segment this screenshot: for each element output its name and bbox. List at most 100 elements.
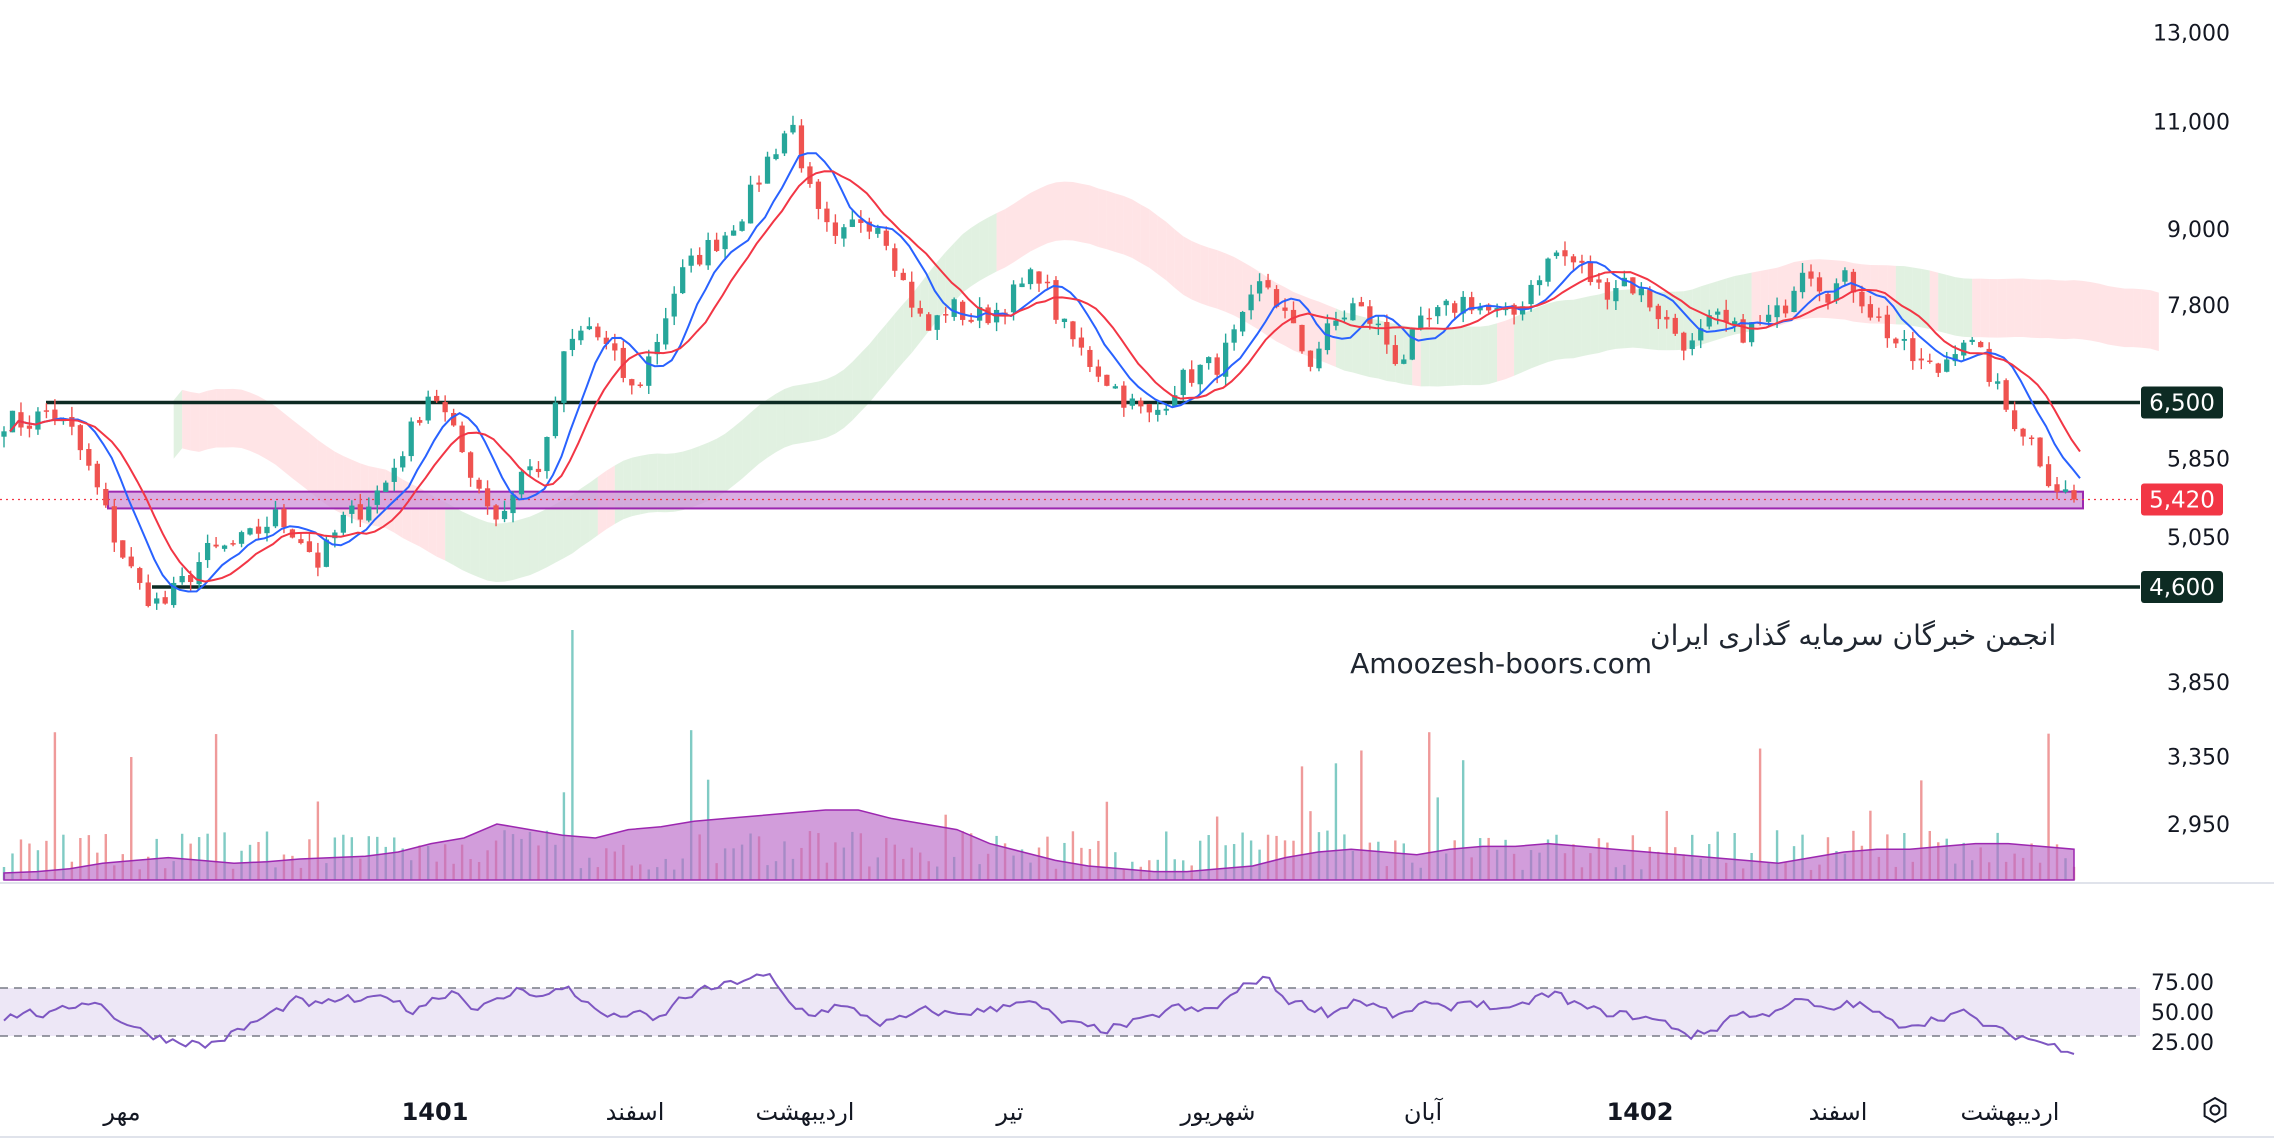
cloud-segment xyxy=(750,405,760,472)
candle-body xyxy=(383,482,389,492)
cloud-segment xyxy=(283,413,293,479)
level-price-badge xyxy=(2141,386,2223,419)
cloud-segment xyxy=(1904,266,1913,326)
candle-body xyxy=(1307,350,1314,367)
cloud-segment xyxy=(1005,203,1014,268)
candle-body xyxy=(255,526,262,534)
candle-body xyxy=(1969,339,1975,342)
time-tick-label: اردیبهشت xyxy=(1961,1098,2060,1126)
cloud-segment xyxy=(1590,294,1599,355)
candle-body xyxy=(756,182,762,185)
candle-body xyxy=(1630,277,1636,294)
candle-body xyxy=(1689,340,1695,350)
cloud-segment xyxy=(801,383,810,444)
candle-body xyxy=(926,314,932,331)
volume-bar xyxy=(36,850,40,880)
candle-body xyxy=(1621,277,1627,287)
volume-bar xyxy=(1105,801,1109,880)
candle-body xyxy=(976,307,983,321)
candle-body xyxy=(1112,386,1118,389)
cloud-segment xyxy=(937,252,946,321)
cloud-segment xyxy=(2014,278,2024,338)
cloud-segment xyxy=(436,498,446,561)
price-tick-label: 9,000 xyxy=(2167,218,2230,243)
cloud-segment xyxy=(487,522,497,583)
volume-bars xyxy=(2,630,2076,881)
cloud-segment xyxy=(1989,278,1998,338)
candle-body xyxy=(1698,328,1704,341)
candle-body xyxy=(281,508,287,528)
cloud-segment xyxy=(1013,198,1023,263)
candle-body xyxy=(849,219,855,227)
candle-body xyxy=(247,528,253,535)
candle-body xyxy=(1638,288,1644,296)
cloud-segment xyxy=(1208,247,1218,309)
cloud-segment xyxy=(945,243,955,311)
candle-body xyxy=(1825,294,1831,303)
cloud-segment xyxy=(462,511,471,574)
candle-body xyxy=(1163,408,1169,411)
cloud-segment xyxy=(1624,289,1633,349)
candle-body xyxy=(26,425,33,429)
cloud-segment xyxy=(852,352,861,421)
candle-body xyxy=(1850,271,1857,293)
candle-body xyxy=(1519,306,1526,315)
volume-bar xyxy=(1071,831,1075,880)
cloud-segment xyxy=(1615,289,1625,349)
candle-body xyxy=(1435,307,1441,317)
cloud-segment xyxy=(903,294,912,363)
candle-body xyxy=(1299,324,1305,352)
volume-ma-area xyxy=(3,809,2075,881)
candle-body xyxy=(934,315,940,330)
price-tick-label: 7,800 xyxy=(2167,294,2230,319)
cloud-segment xyxy=(233,388,242,449)
cloud-segment xyxy=(725,427,734,493)
candle-body xyxy=(298,539,304,544)
cloud-segment xyxy=(275,406,284,472)
volume-bar xyxy=(1241,832,1244,880)
volume-bar xyxy=(62,834,65,880)
candle-body xyxy=(510,494,516,514)
candle-body xyxy=(1027,269,1034,285)
candle-body xyxy=(1,431,7,437)
volume-bar xyxy=(79,837,82,880)
candle-body xyxy=(484,488,491,507)
candle-body xyxy=(1443,300,1449,306)
cloud-segment xyxy=(2116,287,2125,348)
cloud-segment xyxy=(1098,188,1107,250)
cloud-segment xyxy=(1548,301,1557,363)
candle-body xyxy=(1172,395,1178,407)
candle-body xyxy=(391,467,397,482)
cloud-segment xyxy=(826,375,836,438)
candle-body xyxy=(943,314,949,316)
cloud-segment xyxy=(241,389,251,451)
volume-bar xyxy=(1428,732,1431,880)
candle-body xyxy=(985,307,991,324)
cloud-segment xyxy=(563,494,573,559)
candle-body xyxy=(1672,317,1678,334)
candle-body xyxy=(790,124,796,133)
candle-body xyxy=(366,506,372,521)
cloud-segment xyxy=(1115,193,1124,255)
candle-body xyxy=(586,326,592,330)
candle-body xyxy=(1944,359,1950,372)
cloud-segment xyxy=(1607,290,1616,351)
candle-body xyxy=(1723,309,1729,323)
price-tick-label: 11,000 xyxy=(2153,111,2230,136)
chart-settings-icon[interactable] xyxy=(2203,1096,2227,1124)
candle-body xyxy=(824,208,830,223)
volume-bar xyxy=(53,732,57,880)
cloud-segment xyxy=(1531,306,1540,369)
level-price-badge-label: 6,500 xyxy=(2149,391,2215,417)
cloud-segment xyxy=(1581,295,1591,357)
candle-body xyxy=(2045,464,2052,487)
cloud-segment xyxy=(2150,290,2159,352)
candle-body xyxy=(1469,297,1475,311)
horizontal-levels[interactable]: 6,500 4,600 5,420 xyxy=(0,386,2223,604)
rsi-panel: 75.00 50.00 25.00 xyxy=(0,971,2214,1056)
volume-bar xyxy=(1080,847,1083,880)
candle-body xyxy=(1579,260,1585,263)
candle-body xyxy=(476,479,482,489)
candle-body xyxy=(374,490,380,505)
